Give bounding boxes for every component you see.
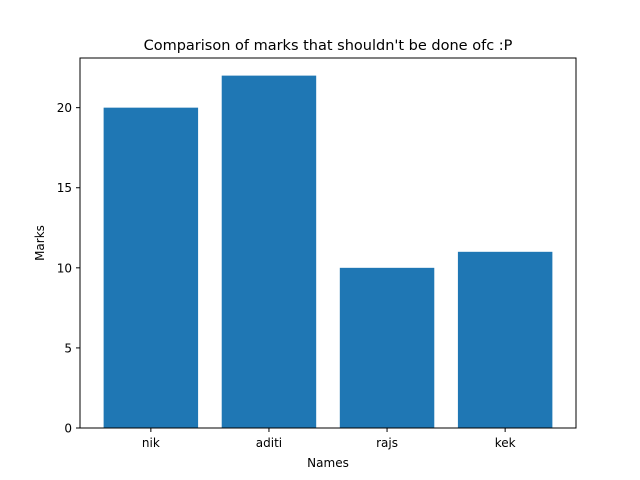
x-tick-label-aditi: aditi [256,436,282,450]
y-axis-ticks: 0 5 10 15 20 [57,101,80,436]
y-tick-label-10: 10 [57,261,72,275]
bars-group [103,75,553,428]
x-tick-label-kek: kek [495,436,516,450]
y-tick-label-15: 15 [57,181,72,195]
x-axis-label: Names [307,456,349,470]
bar-aditi [221,75,317,428]
chart-title: Comparison of marks that shouldn't be do… [144,38,513,54]
y-tick-label-20: 20 [57,101,72,115]
x-axis-ticks: nik aditi rajs kek [142,428,516,450]
y-tick-label-0: 0 [64,422,72,436]
bar-nik [103,107,199,428]
bar-kek [457,251,553,428]
plot-frame [79,57,577,429]
y-tick-label-5: 5 [64,341,72,355]
y-axis-label: Marks [33,225,47,261]
x-tick-label-nik: nik [142,436,160,450]
x-tick-label-rajs: rajs [376,436,398,450]
bar-rajs [339,267,435,428]
